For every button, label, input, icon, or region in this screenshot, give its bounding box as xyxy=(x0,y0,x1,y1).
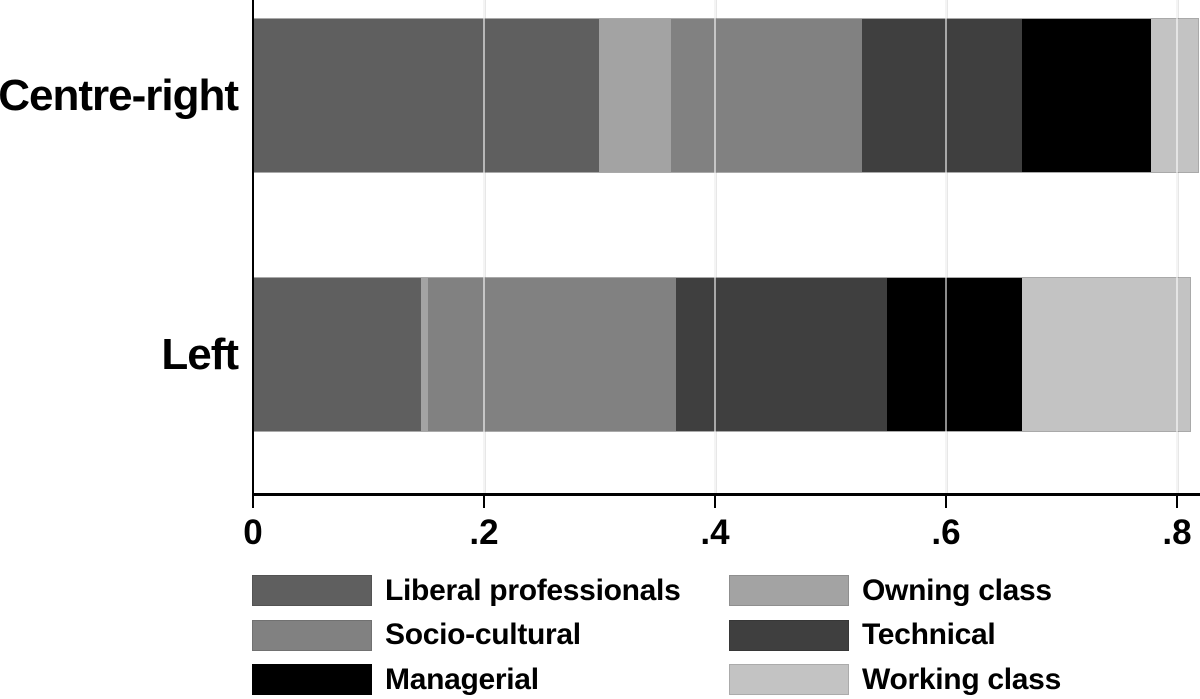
gridline-overlay-x-4 xyxy=(714,0,716,494)
x-tick-4 xyxy=(714,496,716,508)
legend-swatch-socio-cultural xyxy=(252,619,372,651)
legend-label-liberal-professionals: Liberal professionals xyxy=(385,573,681,607)
bar-segment-left-liberal-professionals xyxy=(254,278,422,431)
bar-segment-centre-right-liberal-professionals xyxy=(254,19,600,172)
bar-segment-centre-right-socio-cultural xyxy=(670,19,862,172)
x-axis-line xyxy=(252,493,1200,496)
y-axis-label-centre-right: Centre-right xyxy=(0,70,239,120)
legend-swatch-technical xyxy=(729,619,849,651)
bar-segment-left-working-class xyxy=(1022,278,1190,431)
legend-swatch-liberal-professionals xyxy=(252,575,372,606)
x-tick-6 xyxy=(945,496,947,508)
gridline-overlay-x-8 xyxy=(1176,0,1178,494)
legend-item-technical: Technical xyxy=(729,618,996,651)
bar-segment-centre-right-working-class xyxy=(1151,19,1198,172)
bar-left xyxy=(253,277,1191,432)
legend-label-socio-cultural: Socio-cultural xyxy=(385,618,581,651)
bar-segment-centre-right-managerial xyxy=(1022,19,1152,172)
x-tick-8 xyxy=(1176,496,1178,508)
legend-label-managerial: Managerial xyxy=(385,662,539,696)
x-tick-0 xyxy=(252,496,254,508)
y-axis-label-left: Left xyxy=(161,329,239,379)
bar-segment-left-owning-class xyxy=(421,278,429,431)
x-tick-label-2: .2 xyxy=(469,513,499,552)
legend-item-liberal-professionals: Liberal professionals xyxy=(252,573,681,607)
bar-segment-left-socio-cultural xyxy=(428,278,676,431)
bar-segment-centre-right-technical xyxy=(861,19,1023,172)
legend-swatch-owning-class xyxy=(729,575,849,606)
y-axis-line xyxy=(252,0,254,494)
legend-item-working-class: Working class xyxy=(729,662,1061,696)
x-tick-label-6: .6 xyxy=(931,513,961,552)
legend-item-owning-class: Owning class xyxy=(729,573,1052,607)
bar-centre-right xyxy=(253,18,1199,173)
gridline-overlay-x-6 xyxy=(945,0,947,494)
legend-swatch-managerial xyxy=(252,664,372,695)
legend-swatch-working-class xyxy=(729,664,849,695)
legend-item-managerial: Managerial xyxy=(252,662,539,696)
legend-label-technical: Technical xyxy=(862,618,996,651)
x-tick-label-4: .4 xyxy=(700,513,730,552)
plot-area: 0 .2 .4 .6 .8 Centre-right Left xyxy=(0,0,1200,552)
legend-item-socio-cultural: Socio-cultural xyxy=(252,618,581,651)
gridline-overlay-x-2 xyxy=(483,0,485,494)
bar-segment-centre-right-owning-class xyxy=(599,19,671,172)
legend-label-working-class: Working class xyxy=(862,662,1061,696)
x-tick-label-0: 0 xyxy=(243,513,263,552)
x-tick-label-8: .8 xyxy=(1162,513,1192,552)
bar-segment-left-technical xyxy=(675,278,887,431)
bar-segment-left-managerial xyxy=(886,278,1023,431)
x-tick-2 xyxy=(483,496,485,508)
legend-label-owning-class: Owning class xyxy=(862,573,1052,607)
